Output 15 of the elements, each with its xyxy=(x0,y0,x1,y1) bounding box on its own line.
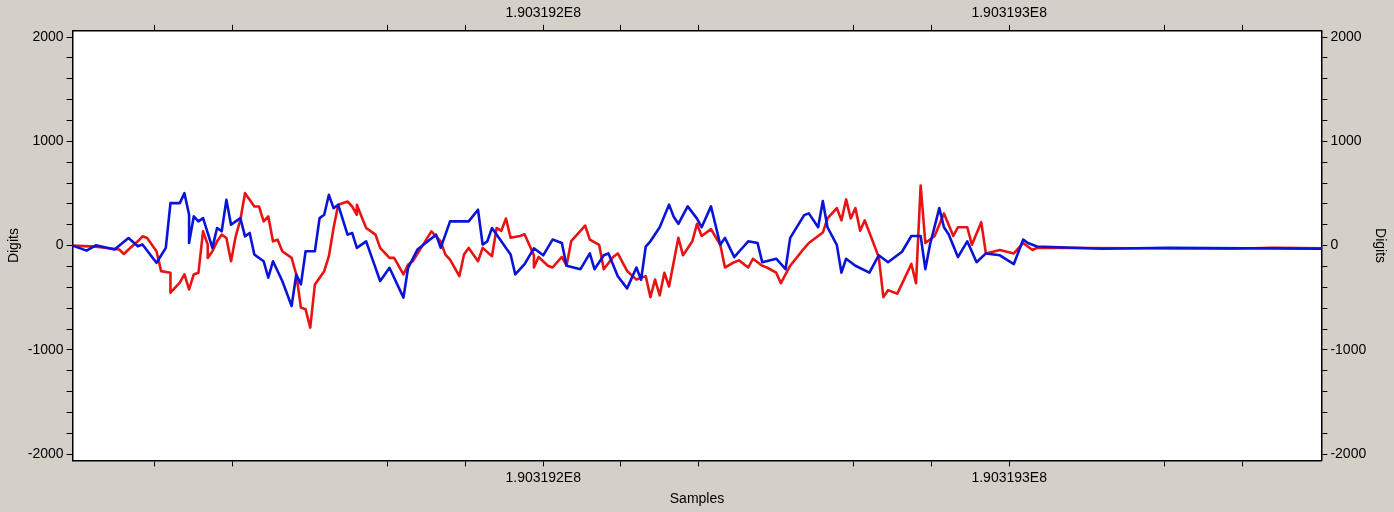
y-tick-label: -2000 xyxy=(27,445,64,461)
y-axis-title: Digits xyxy=(5,228,22,264)
y2-tick-label: -2000 xyxy=(1330,445,1367,461)
y2-axis-title: Digits xyxy=(1372,228,1389,264)
y2-tick-label: 0 xyxy=(1330,236,1339,253)
x2-tick-label: 1.903193E8 xyxy=(971,4,1048,21)
y-tick-label: 2000 xyxy=(32,27,64,44)
x2-tick-label: 1.903192E8 xyxy=(505,4,582,21)
y-tick-label: 0 xyxy=(55,236,64,253)
x-axis-title: Samples xyxy=(669,490,725,507)
y2-tick-label: -1000 xyxy=(1330,340,1367,357)
y-tick-label: -1000 xyxy=(27,340,64,357)
y-tick-label: 1000 xyxy=(32,132,64,149)
y2-tick-label: 2000 xyxy=(1330,27,1362,44)
y2-tick-label: 1000 xyxy=(1330,132,1362,149)
